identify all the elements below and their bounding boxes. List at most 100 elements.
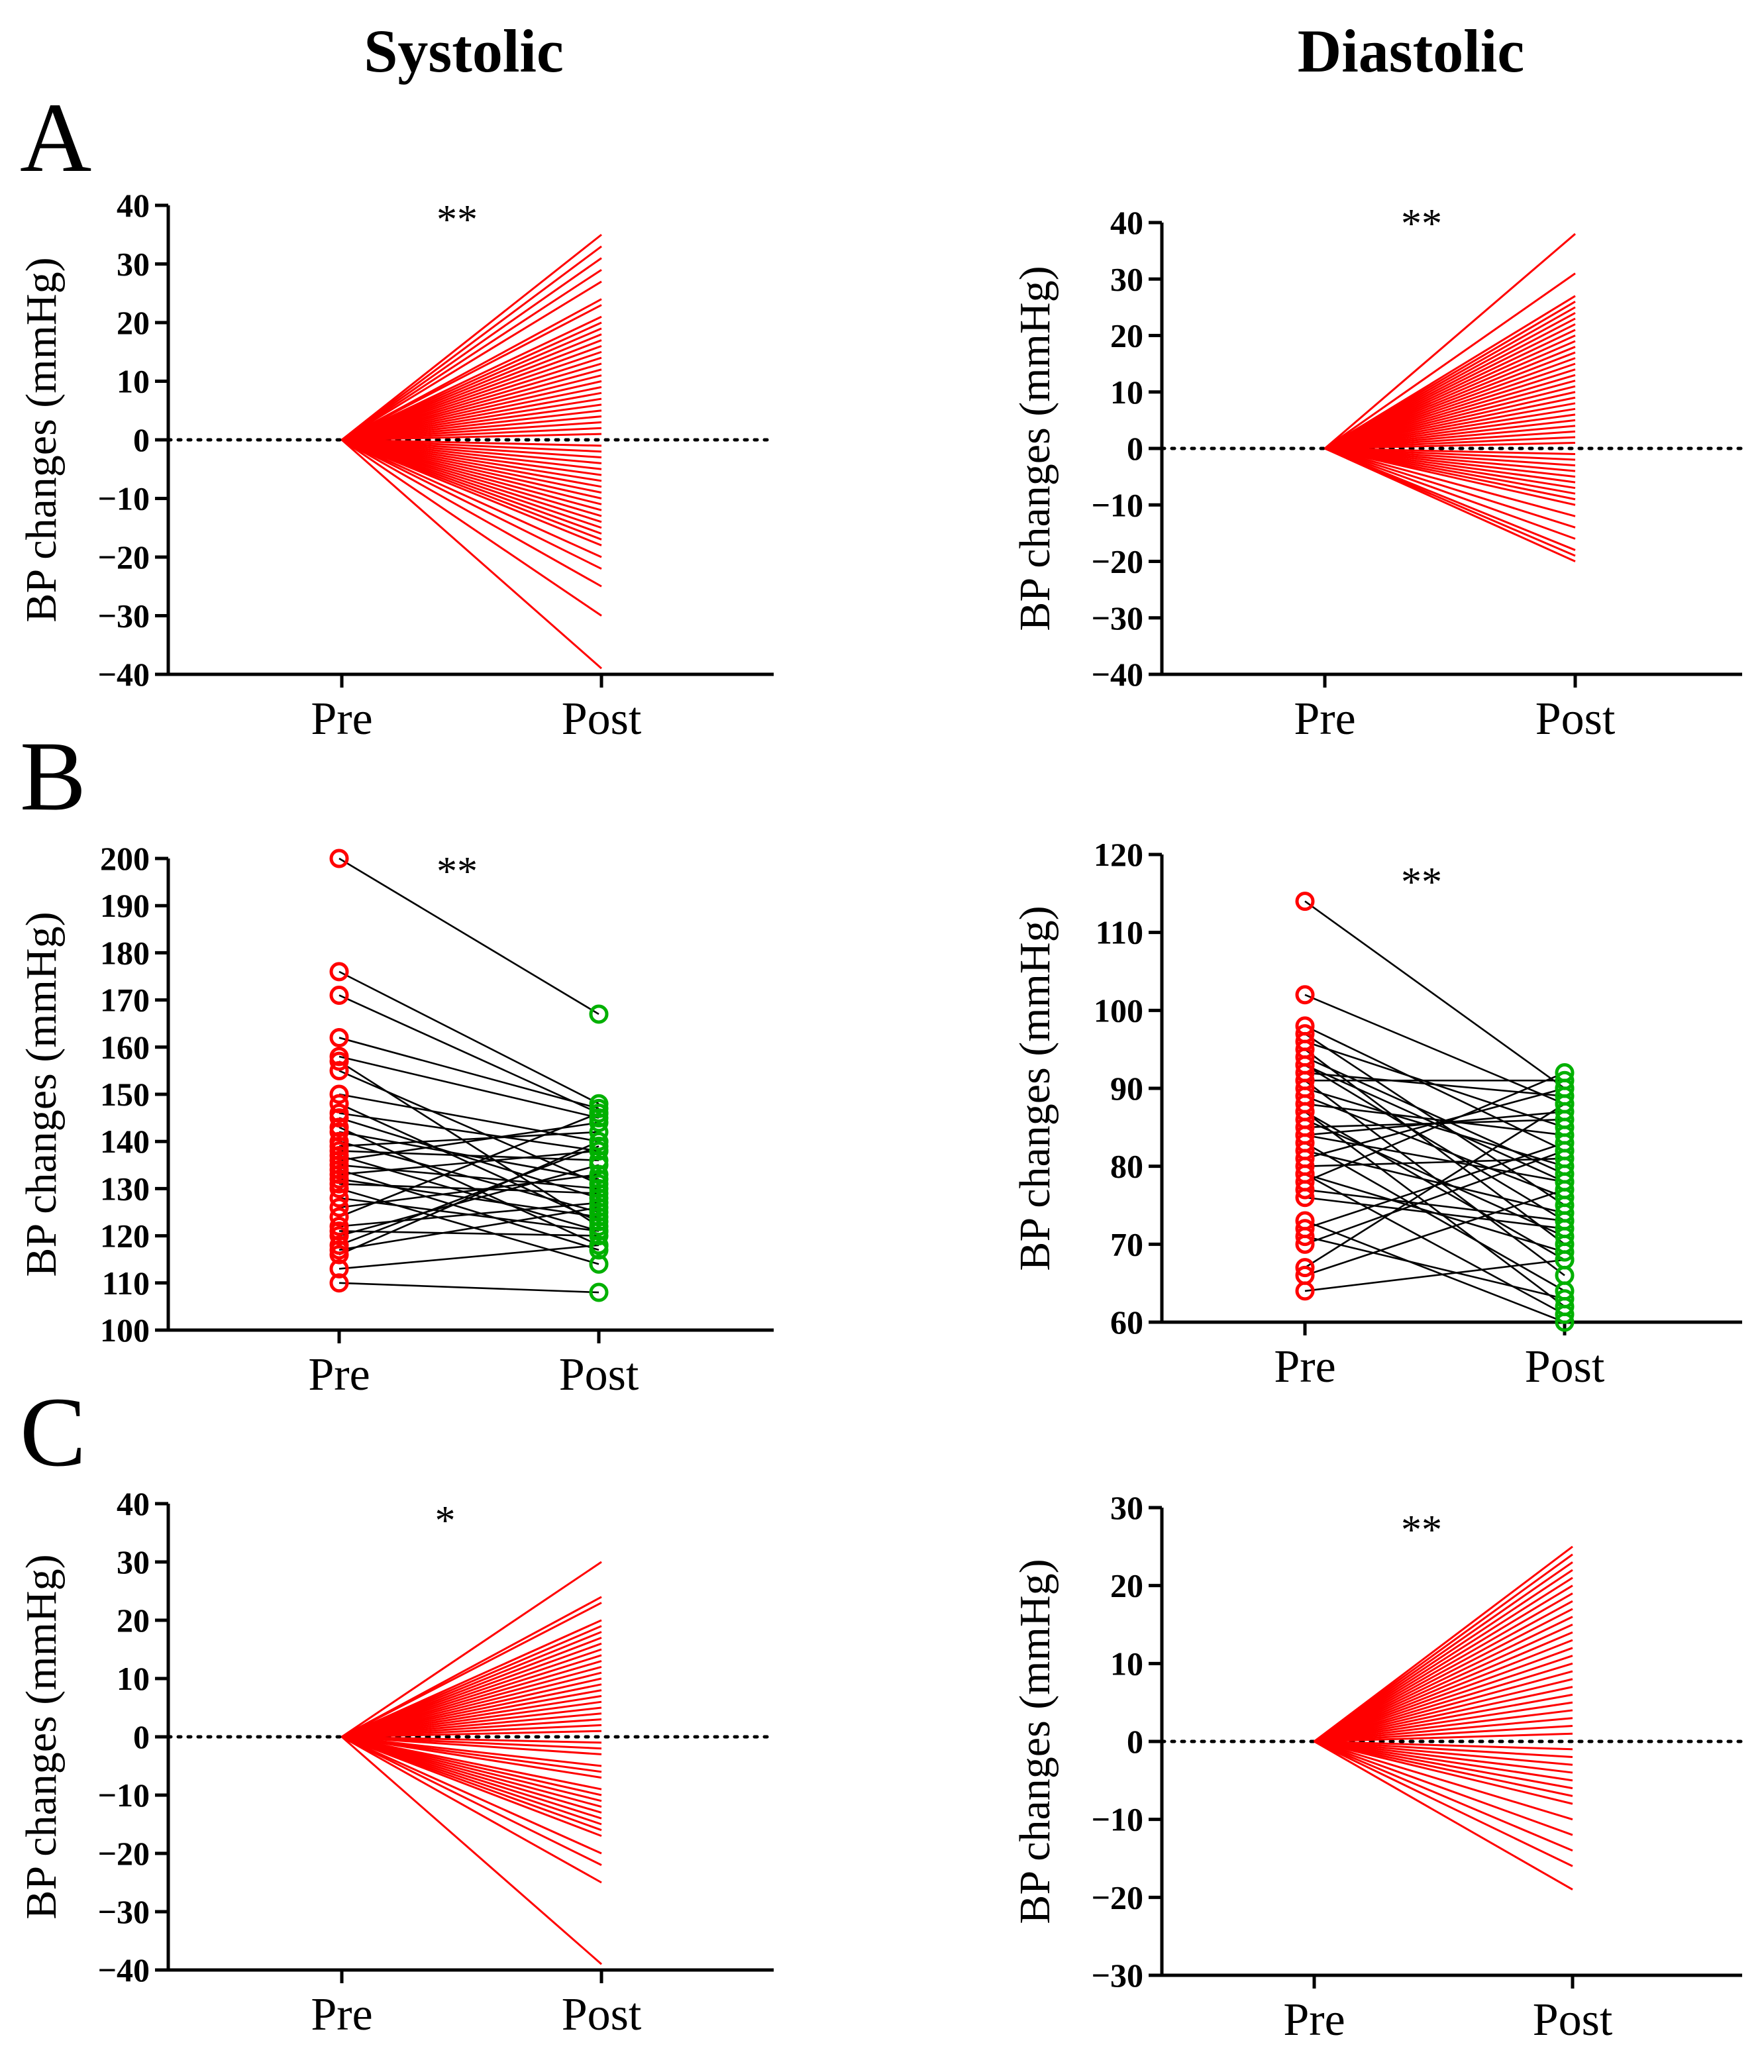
post-point bbox=[589, 1122, 609, 1142]
change-line bbox=[1314, 1678, 1573, 1743]
change-line bbox=[1314, 1577, 1573, 1743]
pre-point bbox=[1295, 1102, 1315, 1121]
change-line bbox=[1314, 1545, 1573, 1743]
y-tick-label: 0 bbox=[133, 421, 150, 458]
chart-a-systolic: BP changes (mmHg) 40 30 20 10 0 −10 −20 −30 −40 Pr… bbox=[17, 187, 776, 745]
y-tick-label: 130 bbox=[100, 1170, 150, 1207]
chart-c-systolic: BP changes (mmHg) 40 30 20 10 0 −10 −20 −30 −40 Pr… bbox=[17, 1485, 776, 2040]
change-line bbox=[1324, 447, 1576, 540]
change-line bbox=[341, 1735, 602, 1838]
y-tick-label: 0 bbox=[133, 1718, 150, 1755]
change-line bbox=[1314, 1740, 1573, 1774]
paired-line bbox=[338, 1173, 599, 1209]
chart-b-diastolic: BP changes (mmHg) 120 110 100 90 80 70 60 Pre Pos… bbox=[1011, 836, 1742, 1392]
change-line bbox=[341, 1561, 602, 1738]
y-tick-label: −10 bbox=[1092, 486, 1144, 523]
change-line bbox=[1314, 1740, 1573, 1836]
change-line bbox=[1324, 447, 1576, 529]
x-tick-label: Pre bbox=[308, 1349, 370, 1400]
y-tick-label: 80 bbox=[1110, 1148, 1143, 1185]
paired-line bbox=[1304, 1219, 1565, 1323]
y-tick-label: 170 bbox=[100, 982, 150, 1019]
charts-group: BP changes (mmHg)403020100−10−20−30−40Pr… bbox=[17, 187, 1744, 2046]
paired-line bbox=[1304, 1157, 1565, 1167]
post-point bbox=[1555, 1304, 1575, 1324]
post-point bbox=[1555, 1211, 1575, 1231]
y-tick-label: 30 bbox=[117, 246, 150, 283]
change-line bbox=[341, 1735, 602, 1779]
y-tick-label: 120 bbox=[1094, 836, 1143, 873]
change-line bbox=[341, 245, 602, 441]
y-axis-label: BP changes (mmHg) bbox=[1011, 266, 1059, 631]
paired-line bbox=[338, 970, 599, 1105]
x-tick-label: Post bbox=[1535, 694, 1616, 745]
paired-line bbox=[1304, 1259, 1565, 1292]
change-line bbox=[1314, 1686, 1573, 1743]
y-tick-label: 0 bbox=[1127, 430, 1143, 467]
y-tick-label: 90 bbox=[1110, 1070, 1143, 1107]
change-line bbox=[1314, 1740, 1573, 1759]
paired-line bbox=[338, 1244, 599, 1270]
significance-marker: ** bbox=[437, 849, 478, 894]
change-line bbox=[1314, 1639, 1573, 1743]
paired-line bbox=[1304, 1064, 1565, 1222]
change-line bbox=[341, 1735, 602, 1755]
change-line bbox=[1324, 447, 1576, 562]
paired-line bbox=[338, 1206, 599, 1251]
paired-line bbox=[1304, 1111, 1565, 1261]
post-point bbox=[1555, 1078, 1575, 1098]
change-line bbox=[1324, 447, 1576, 506]
y-tick-label: 120 bbox=[100, 1217, 150, 1255]
change-line bbox=[341, 234, 602, 441]
pre-point bbox=[1295, 1281, 1315, 1301]
paired-line bbox=[338, 994, 599, 1114]
chart-c-diastolic: BP changes (mmHg) 30 20 10 0 −10 −20 −30 Pre Post… bbox=[1011, 1489, 1744, 2046]
change-line bbox=[1314, 1740, 1573, 1891]
change-line bbox=[341, 1735, 602, 1866]
change-line bbox=[1324, 447, 1576, 517]
change-line bbox=[341, 1735, 602, 1855]
y-tick-label: 40 bbox=[117, 187, 150, 224]
post-point bbox=[589, 1165, 609, 1184]
y-axis-label: BP changes (mmHg) bbox=[1011, 906, 1059, 1270]
y-tick-label: 30 bbox=[1110, 260, 1143, 297]
change-line bbox=[1314, 1740, 1573, 1790]
paired-line bbox=[338, 1164, 599, 1190]
change-line bbox=[1314, 1717, 1573, 1743]
post-point bbox=[1555, 1281, 1575, 1301]
y-tick-label: 70 bbox=[1110, 1225, 1143, 1263]
post-point bbox=[589, 1004, 609, 1024]
y-tick-label: 110 bbox=[102, 1265, 150, 1302]
paired-line bbox=[1304, 1072, 1565, 1183]
x-tick-label: Pre bbox=[1283, 1994, 1345, 2046]
pre-point bbox=[1295, 1234, 1315, 1254]
pre-point bbox=[1295, 1149, 1315, 1168]
significance-marker: ** bbox=[1401, 860, 1442, 905]
paired-line bbox=[338, 1182, 599, 1194]
change-line bbox=[1314, 1740, 1573, 1797]
change-line bbox=[1314, 1709, 1573, 1743]
post-point bbox=[589, 1235, 609, 1255]
change-line bbox=[341, 1735, 602, 1965]
y-tick-label: 20 bbox=[117, 304, 150, 341]
pre-point bbox=[329, 1178, 349, 1198]
paired-line bbox=[1304, 1196, 1565, 1230]
paired-line bbox=[338, 1112, 599, 1218]
paired-line bbox=[338, 1282, 599, 1294]
significance-marker: ** bbox=[1401, 1508, 1442, 1553]
change-line bbox=[1314, 1670, 1573, 1743]
paired-line bbox=[1304, 1134, 1565, 1183]
post-point bbox=[589, 1174, 609, 1194]
y-tick-label: 100 bbox=[1094, 992, 1143, 1029]
change-line bbox=[341, 269, 602, 441]
change-line bbox=[1314, 1569, 1573, 1743]
pre-point bbox=[1295, 1180, 1315, 1200]
post-point bbox=[1555, 1250, 1575, 1270]
paired-line bbox=[1304, 994, 1565, 1105]
change-line bbox=[1314, 1740, 1573, 1805]
change-line bbox=[341, 1730, 602, 1738]
panel-letter-c: C bbox=[20, 1377, 86, 1487]
change-line bbox=[341, 439, 602, 570]
y-tick-label: −40 bbox=[98, 1951, 150, 1989]
